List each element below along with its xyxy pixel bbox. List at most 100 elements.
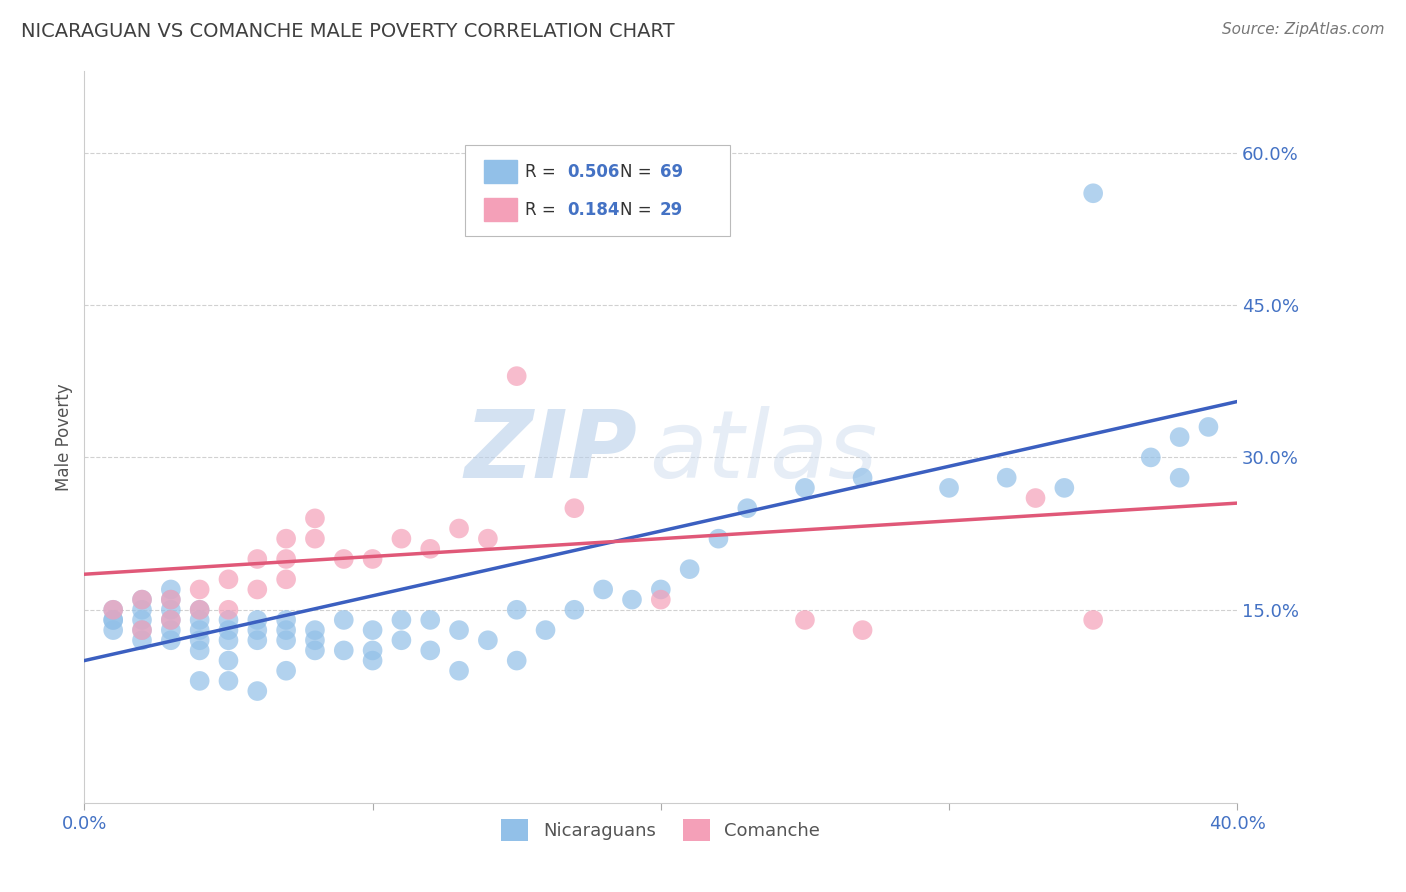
Text: 0.506: 0.506	[568, 162, 620, 180]
Point	[131, 613, 153, 627]
Text: ZIP: ZIP	[465, 406, 638, 498]
Point	[650, 592, 672, 607]
Point	[131, 623, 153, 637]
Text: 0.184: 0.184	[568, 201, 620, 219]
Point	[131, 603, 153, 617]
Point	[304, 633, 326, 648]
Point	[1168, 430, 1191, 444]
Point	[391, 633, 413, 648]
Point	[1198, 420, 1220, 434]
Point	[276, 532, 298, 546]
Point	[1025, 491, 1047, 505]
Point	[103, 613, 124, 627]
Point	[794, 481, 817, 495]
Point	[103, 623, 124, 637]
Point	[160, 613, 183, 627]
Point	[621, 592, 644, 607]
Point	[419, 643, 441, 657]
Point	[246, 684, 269, 698]
Point	[246, 613, 269, 627]
Point	[218, 603, 240, 617]
Point	[131, 592, 153, 607]
Point	[650, 582, 672, 597]
Point	[188, 673, 211, 688]
Point	[361, 623, 384, 637]
Point	[131, 592, 153, 607]
Point	[131, 623, 153, 637]
Point	[276, 613, 298, 627]
Y-axis label: Male Poverty: Male Poverty	[55, 384, 73, 491]
Point	[188, 582, 211, 597]
Point	[506, 654, 529, 668]
Point	[188, 623, 211, 637]
Text: Source: ZipAtlas.com: Source: ZipAtlas.com	[1222, 22, 1385, 37]
Point	[188, 603, 211, 617]
Text: 29: 29	[659, 201, 683, 219]
Point	[246, 582, 269, 597]
Point	[276, 552, 298, 566]
Point	[160, 613, 183, 627]
Point	[160, 582, 183, 597]
Point	[419, 541, 441, 556]
Point	[131, 633, 153, 648]
Point	[188, 643, 211, 657]
Legend: Nicaraguans, Comanche: Nicaraguans, Comanche	[494, 812, 828, 848]
Point	[1053, 481, 1076, 495]
Point	[160, 603, 183, 617]
Bar	[485, 198, 517, 221]
Point	[218, 673, 240, 688]
Point	[852, 471, 875, 485]
Point	[103, 603, 124, 617]
Point	[1083, 186, 1105, 201]
FancyBboxPatch shape	[465, 145, 730, 235]
Bar	[485, 160, 517, 183]
Point	[506, 369, 529, 384]
Point	[391, 613, 413, 627]
Point	[361, 552, 384, 566]
Point	[218, 623, 240, 637]
Point	[276, 623, 298, 637]
Point	[218, 654, 240, 668]
Text: 69: 69	[659, 162, 683, 180]
Point	[592, 582, 614, 597]
Point	[246, 633, 269, 648]
Point	[449, 623, 471, 637]
Point	[707, 532, 730, 546]
Point	[938, 481, 960, 495]
Point	[534, 623, 557, 637]
Point	[188, 613, 211, 627]
Text: N =: N =	[620, 201, 658, 219]
Text: NICARAGUAN VS COMANCHE MALE POVERTY CORRELATION CHART: NICARAGUAN VS COMANCHE MALE POVERTY CORR…	[21, 22, 675, 41]
Point	[852, 623, 875, 637]
Point	[737, 501, 759, 516]
Point	[304, 511, 326, 525]
Point	[333, 643, 356, 657]
Point	[188, 633, 211, 648]
Point	[477, 633, 499, 648]
Point	[218, 572, 240, 586]
Point	[449, 664, 471, 678]
Point	[246, 552, 269, 566]
Point	[1083, 613, 1105, 627]
Point	[391, 532, 413, 546]
Point	[1140, 450, 1163, 465]
Point	[160, 592, 183, 607]
Text: N =: N =	[620, 162, 658, 180]
Point	[361, 643, 384, 657]
Text: R =: R =	[524, 162, 561, 180]
Point	[1168, 471, 1191, 485]
Point	[679, 562, 702, 576]
Text: atlas: atlas	[650, 406, 877, 497]
Point	[333, 613, 356, 627]
Point	[218, 613, 240, 627]
Point	[794, 613, 817, 627]
Point	[246, 623, 269, 637]
Point	[506, 603, 529, 617]
Point	[160, 623, 183, 637]
Point	[361, 654, 384, 668]
Point	[160, 633, 183, 648]
Point	[103, 613, 124, 627]
Point	[276, 572, 298, 586]
Point	[564, 501, 586, 516]
Point	[188, 603, 211, 617]
